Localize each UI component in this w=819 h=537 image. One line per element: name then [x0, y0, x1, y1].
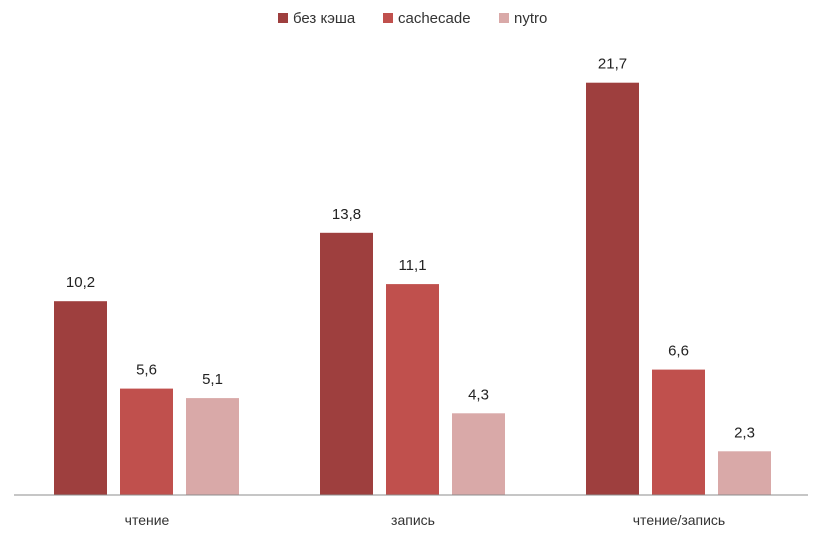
value-label-2-2: 2,3 — [734, 424, 755, 441]
value-labels-group: 10,2 5,6 5,1 13,8 11,1 4,3 21,7 6,6 2,3 — [66, 56, 755, 442]
bar-0-2 — [186, 398, 239, 495]
value-label-1-0: 13,8 — [332, 206, 361, 223]
value-label-0-0: 10,2 — [66, 274, 95, 291]
category-label-1: запись — [391, 512, 435, 528]
value-label-2-1: 6,6 — [668, 343, 689, 360]
value-label-1-2: 4,3 — [468, 386, 489, 403]
legend-label-1: cachecade — [398, 10, 471, 27]
bars-group — [54, 82, 771, 496]
value-label-0-1: 5,6 — [136, 362, 157, 379]
legend-swatch-1 — [383, 13, 393, 23]
bar-2-0 — [586, 82, 639, 495]
value-label-1-1: 11,1 — [398, 257, 426, 274]
legend: без кэша cachecade nytro — [278, 10, 547, 27]
category-labels-group: чтение запись чтение/запись — [125, 512, 726, 528]
category-label-0: чтение — [125, 512, 170, 528]
bar-0-0 — [54, 301, 107, 495]
legend-label-0: без кэша — [293, 10, 356, 27]
legend-label-2: nytro — [514, 10, 547, 27]
bar-1-1 — [386, 284, 439, 495]
bar-0-1 — [120, 388, 173, 495]
bar-2-1 — [652, 369, 705, 495]
legend-swatch-2 — [499, 13, 509, 23]
category-label-2: чтение/запись — [633, 512, 725, 528]
bar-2-2 — [718, 451, 771, 495]
value-label-2-0: 21,7 — [598, 56, 627, 73]
bar-1-0 — [320, 232, 373, 496]
bar-1-2 — [452, 413, 505, 495]
value-label-0-2: 5,1 — [202, 371, 223, 388]
legend-swatch-0 — [278, 13, 288, 23]
